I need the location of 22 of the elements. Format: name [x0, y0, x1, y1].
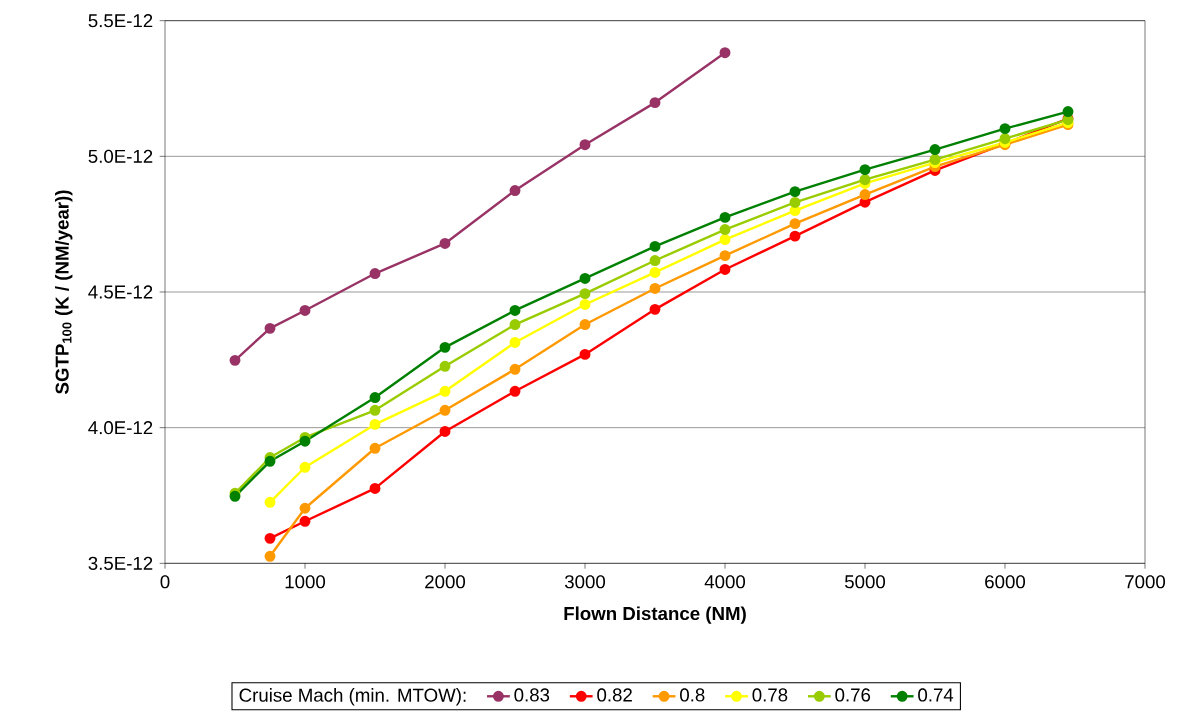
x-tick-label: 3000	[564, 574, 606, 589]
text: SGTP$_{100}$ (K / (NM/year))	[55, 190, 73, 394]
y-tick-label: 4.5E-12	[88, 285, 153, 299]
y-tick-label: 5.0E-12	[88, 149, 153, 163]
legend-label: 0.76	[835, 688, 871, 702]
x-axis-title: Flown Distance (NM)	[564, 606, 746, 624]
legend-label: 0.83	[514, 688, 550, 702]
x-tick-label: 0	[160, 574, 170, 589]
legend-label: 0.8	[680, 688, 705, 702]
x-tick-label: 2000	[425, 574, 466, 589]
legend-label: 0.82	[597, 688, 632, 702]
legend-title: Cruise Mach (min. MTOW):	[239, 687, 466, 706]
x-tick-label: 7000	[1125, 574, 1166, 589]
x-tick-label: 6000	[985, 574, 1026, 589]
y-tick-label: 3.5E-12	[88, 556, 153, 570]
y-tick-label: 5.5E-12	[88, 13, 153, 28]
legend-label: 0.78	[752, 688, 788, 702]
x-tick-label: 5000	[844, 574, 886, 589]
y-tick-label: 4.0E-12	[88, 420, 153, 435]
legend-label: 0.74	[918, 688, 954, 702]
x-tick-label: 4000	[704, 574, 746, 589]
x-tick-label: 1000	[285, 574, 326, 589]
